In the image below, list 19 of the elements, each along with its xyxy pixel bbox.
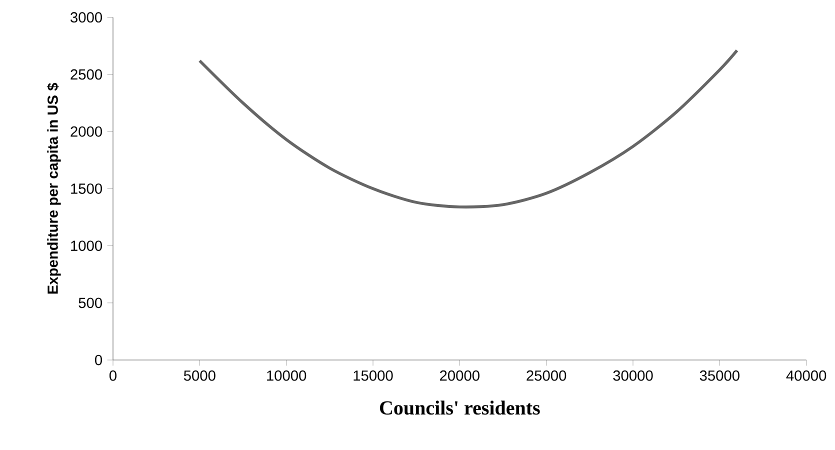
x-tick-label: 0 (109, 370, 116, 381)
y-tick-label: 500 (78, 298, 102, 308)
y-tick-label: 2500 (70, 69, 102, 80)
y-axis-title: Expenditure per capita in US $ (46, 82, 61, 294)
x-tick-label: 40000 (786, 370, 826, 381)
x-tick-label: 25000 (526, 370, 566, 381)
x-axis-title: Councils' residents (380, 400, 540, 415)
line-series (198, 48, 738, 208)
x-tick-label: 10000 (267, 370, 306, 381)
x-tick-label: 5000 (184, 370, 216, 381)
x-tick-label: 20000 (440, 370, 480, 381)
y-tick-label: 2000 (70, 126, 102, 137)
x-tick-label: 30000 (613, 370, 653, 381)
y-tick-label: 1000 (71, 240, 102, 251)
x-tick-label: 35000 (700, 370, 740, 381)
x-tick-label: 15000 (354, 370, 393, 381)
y-tick-label: 0 (95, 354, 102, 366)
y-tick-label: 1500 (71, 183, 102, 194)
y-tick-label: 3000 (70, 12, 102, 23)
